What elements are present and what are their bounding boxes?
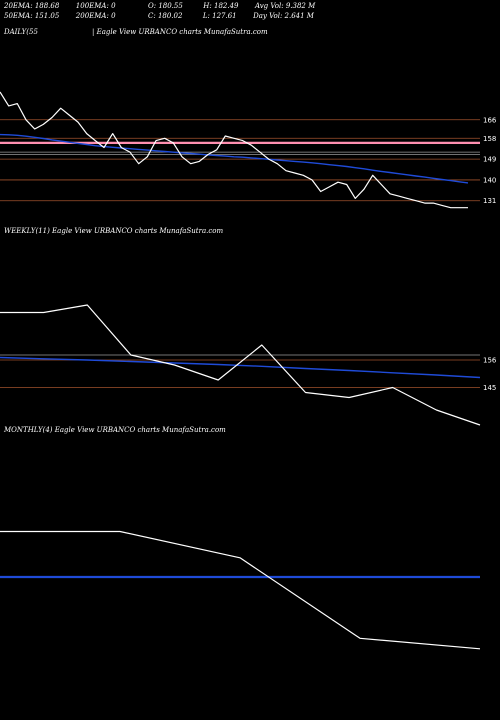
ema100-value: 100EMA: 0 (75, 2, 116, 10)
close-value: C: 180.02 (148, 12, 183, 20)
day-volume-value: Day Vol: 2.641 M (253, 12, 314, 20)
ema200-value: 200EMA: 0 (75, 12, 116, 20)
daily-panel-source: | Eagle View URBANCO charts MunafaSutra.… (92, 28, 268, 36)
daily-price-line (0, 91, 468, 209)
daily-level-label-4: 131 (483, 197, 496, 205)
header-row-1: 20EMA: 188.68 100EMA: 0 O: 180.55 H: 182… (4, 2, 315, 10)
weekly-panel-label: WEEKLY(11) Eagle View URBANCO charts Mun… (4, 227, 224, 235)
avg-volume-value: Avg Vol: 9.382 M (254, 2, 316, 10)
daily-level-label-1: 158 (483, 135, 496, 143)
daily-level-label-3: 140 (483, 176, 496, 184)
monthly-panel-label: MONTHLY(4) Eagle View URBANCO charts Mun… (4, 426, 226, 434)
high-value: H: 182.49 (203, 2, 239, 10)
daily-level-label-0: 166 (483, 116, 497, 124)
ema50-value: 50EMA: 151.05 (4, 12, 60, 20)
daily-level-label-2: 149 (483, 156, 496, 164)
weekly-level-label-0: 156 (483, 357, 497, 365)
weekly-ema-line (0, 356, 481, 379)
monthly-price-line (0, 530, 481, 650)
daily-ema-line (0, 133, 469, 184)
low-value: L: 127.61 (202, 12, 237, 20)
weekly-price-line (0, 304, 481, 426)
open-value: O: 180.55 (148, 2, 183, 10)
weekly-level-label-1: 145 (483, 384, 496, 392)
header-row-2: 50EMA: 151.05 200EMA: 0 C: 180.02 L: 127… (4, 12, 314, 20)
daily-panel-label: DAILY(55 (4, 28, 38, 36)
ema20-value: 20EMA: 188.68 (4, 2, 60, 10)
